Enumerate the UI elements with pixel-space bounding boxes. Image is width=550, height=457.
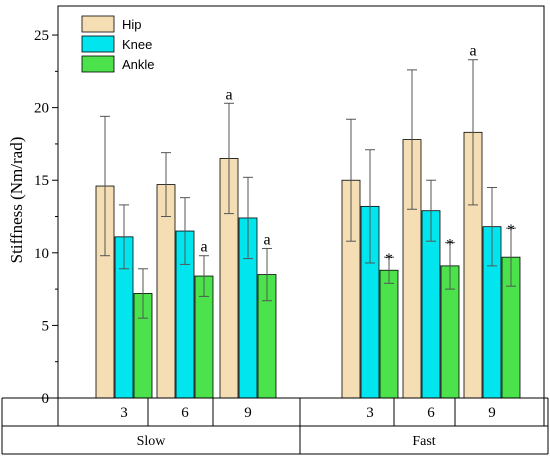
significance-label: a (225, 86, 232, 103)
x-axis-table: 3 6 9 3 6 9 Slow Fast (1, 397, 549, 455)
x-category-label: 6 (181, 405, 189, 421)
y-tick-label: 15 (34, 173, 49, 189)
y-tick-label: 5 (42, 318, 50, 334)
significance-label: a (200, 239, 207, 256)
y-tick-label: 25 (34, 28, 49, 44)
x-category-label: 9 (488, 405, 496, 421)
x-group-label: Slow (137, 434, 167, 449)
x-category-label: 9 (244, 405, 252, 421)
legend: Hip Knee Ankle (81, 15, 155, 73)
y-tick-label: 10 (34, 246, 49, 262)
legend-swatch-ankle (81, 55, 115, 73)
x-category-label: 6 (427, 405, 435, 421)
y-tick-label: 0 (42, 391, 50, 407)
significance-label: * (385, 251, 393, 268)
x-group-label: Fast (412, 434, 435, 449)
legend-label-knee: Knee (122, 37, 152, 52)
x-category-label: 3 (366, 405, 374, 421)
plot-area: 0 5 10 15 20 25 a a a a * * * (34, 5, 545, 407)
y-axis-title: Stiffness (Nm/rad) (7, 137, 26, 264)
legend-label-ankle: Ankle (122, 57, 155, 72)
significance-label: * (446, 237, 454, 254)
significance-label: a (263, 231, 270, 248)
y-tick-label: 20 (34, 101, 49, 117)
x-category-label: 3 (120, 405, 128, 421)
legend-swatch-knee (81, 35, 115, 53)
legend-label-hip: Hip (122, 17, 142, 32)
legend-swatch-hip (81, 15, 115, 33)
bar-ankle (379, 269, 399, 399)
significance-label: * (507, 222, 515, 239)
significance-label: a (469, 43, 476, 60)
